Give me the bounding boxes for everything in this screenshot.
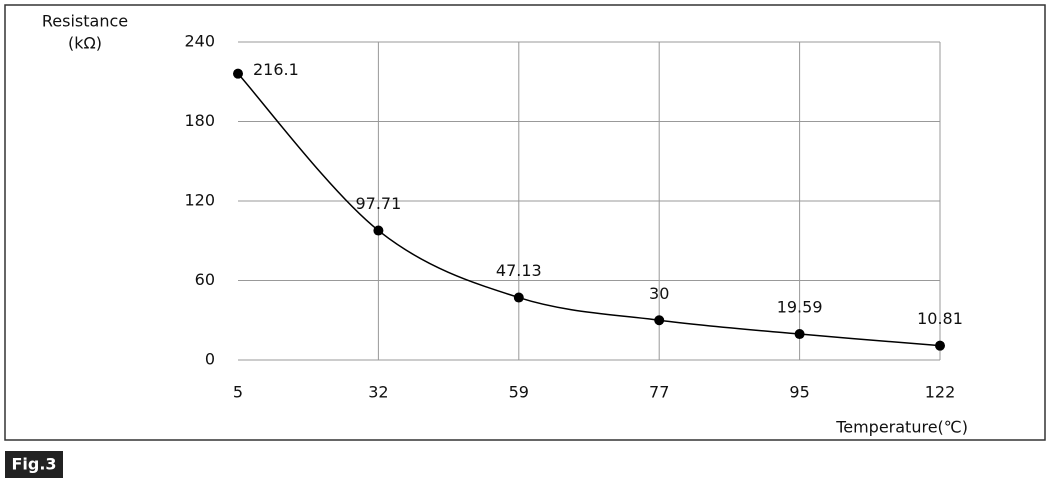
- data-point: [935, 340, 945, 351]
- data-label: 216.1: [253, 60, 299, 79]
- data-point: [794, 329, 805, 340]
- x-tick-label: 77: [649, 383, 669, 402]
- data-label: 47.13: [496, 261, 542, 280]
- y-tick-label: 0: [205, 350, 215, 369]
- data-label: 10.81: [917, 309, 963, 328]
- x-tick-label: 32: [368, 383, 388, 402]
- y-axis-label: Resistance: [42, 12, 128, 31]
- figure-label: Fig.3: [11, 455, 56, 474]
- figure-badge: [5, 451, 63, 478]
- data-label: 97.71: [355, 194, 401, 213]
- y-axis-unit: (kΩ): [68, 34, 102, 53]
- x-axis-label: Temperature(℃): [835, 418, 968, 437]
- y-tick-label: 180: [184, 111, 215, 130]
- y-tick-label: 60: [195, 270, 215, 289]
- x-tick-label: 5: [233, 383, 243, 402]
- data-point: [513, 292, 524, 303]
- curve: [237, 73, 941, 347]
- y-tick-label: 240: [184, 32, 215, 51]
- x-tick-label: 122: [925, 383, 956, 402]
- data-point: [233, 68, 243, 79]
- x-tick-label: 59: [509, 383, 529, 402]
- x-tick-label: 95: [789, 383, 809, 402]
- frame: [4, 4, 1046, 441]
- data-label: 30: [649, 284, 669, 303]
- data-point: [654, 315, 665, 326]
- data-point: [373, 225, 384, 236]
- y-tick-label: 120: [184, 191, 215, 210]
- data-label: 19.59: [777, 298, 823, 317]
